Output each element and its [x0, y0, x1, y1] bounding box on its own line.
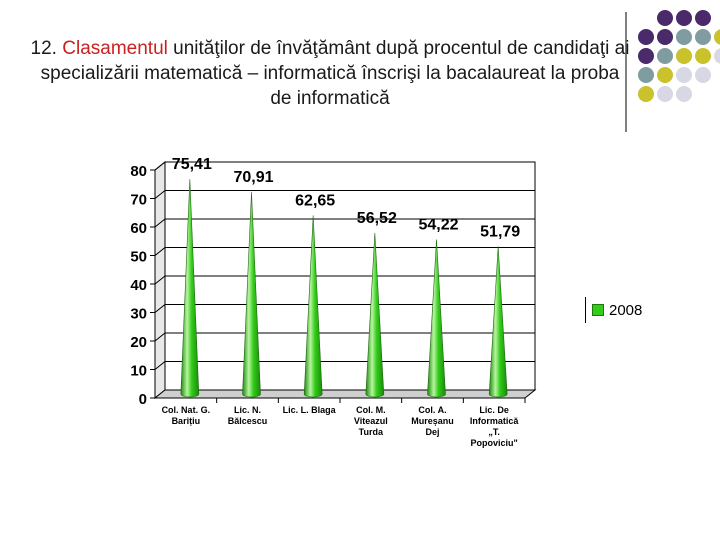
bar-cone [242, 191, 261, 398]
category-label-line: Lic. L. Blaga [283, 405, 337, 415]
gridline [154, 247, 535, 256]
decor-dot [695, 10, 711, 26]
slide-title: 12. Clasamentul unităţilor de învăţământ… [30, 36, 630, 111]
y-tick-label: 60 [130, 220, 147, 237]
bar-cone [180, 179, 200, 398]
category-label-line: Col. Nat. G. [162, 405, 211, 415]
value-label: 54,22 [418, 216, 458, 233]
value-label: 75,41 [172, 156, 212, 173]
gridline [154, 161, 535, 171]
gridline [154, 218, 535, 228]
category-label-line: Viteazul [354, 416, 388, 426]
value-label: 56,52 [357, 210, 397, 227]
bar-cone [427, 239, 446, 398]
decor-dot [638, 67, 654, 83]
legend-label: 2008 [609, 301, 643, 319]
category-label-line: Informatică [470, 416, 520, 426]
decor-dot [657, 67, 673, 83]
legend-swatch [592, 304, 604, 316]
category-label: Lic. De Informatică „T. Popoviciu" [470, 405, 520, 448]
chart-legend: 2008 [585, 297, 642, 323]
decor-dot [695, 29, 711, 45]
bar-cone [303, 215, 323, 398]
y-tick-label: 40 [130, 277, 147, 294]
value-label: 62,65 [295, 192, 335, 209]
bar-cone [488, 246, 508, 398]
category-label-line: Lic. De [479, 405, 509, 415]
y-tick-label: 50 [130, 249, 147, 266]
y-tick-label: 70 [130, 192, 147, 209]
bar-cone [365, 232, 385, 398]
decor-dot [638, 86, 654, 102]
category-label: Col. M. Viteazul Turda [354, 405, 388, 437]
decor-dot [657, 29, 673, 45]
decor-dot [714, 29, 720, 45]
y-tick-label: 10 [130, 363, 147, 380]
decor-dot [657, 48, 673, 64]
gridline [154, 275, 535, 285]
decor-dot [657, 86, 673, 102]
decor-dot [695, 48, 711, 64]
decor-dot [695, 67, 711, 83]
y-tick-label: 30 [130, 306, 147, 323]
category-label-line: „T. [488, 427, 500, 437]
title-prefix: 12. [30, 38, 63, 59]
category-label-line: Barițiu [172, 416, 201, 426]
category-label-line: Lic. N. [234, 405, 261, 415]
decor-dot [657, 10, 673, 26]
category-label: Lic. N. Bălcescu [228, 405, 268, 426]
y-tick-label: 80 [130, 163, 147, 180]
gridline [154, 361, 535, 370]
y-tick-label: 20 [130, 334, 147, 351]
title-highlight: Clasamentul [62, 38, 168, 59]
decor-dot [676, 29, 692, 45]
decor-dot [676, 10, 692, 26]
category-label-line: Mureșanu [411, 416, 454, 426]
category-label-line: Col. M. [356, 405, 386, 415]
category-label-line: Bălcescu [228, 416, 268, 426]
decor-dot [638, 29, 654, 45]
category-label-line: Col. A. [418, 405, 446, 415]
value-label: 51,79 [480, 223, 520, 240]
gridline [154, 332, 535, 342]
gridline [154, 304, 535, 313]
value-label: 70,91 [233, 169, 273, 186]
y-tick-label: 0 [139, 391, 147, 408]
category-label: Col. Nat. G. Barițiu [162, 405, 211, 426]
category-label-line: Turda [359, 427, 384, 437]
category-label: Lic. L. Blaga [283, 405, 337, 415]
decor-dot [714, 48, 720, 64]
decor-dot [676, 86, 692, 102]
category-label-line: Dej [425, 427, 439, 437]
category-label: Col. A. Mureșanu Dej [411, 405, 454, 437]
decor-dot [638, 48, 654, 64]
decor-dot [676, 67, 692, 83]
chart-floor [153, 389, 537, 399]
category-label-line: Popoviciu" [471, 438, 518, 448]
gridline [154, 190, 535, 199]
title-rest: unităţilor de învăţământ după procentul … [40, 38, 630, 109]
decor-dot [676, 48, 692, 64]
